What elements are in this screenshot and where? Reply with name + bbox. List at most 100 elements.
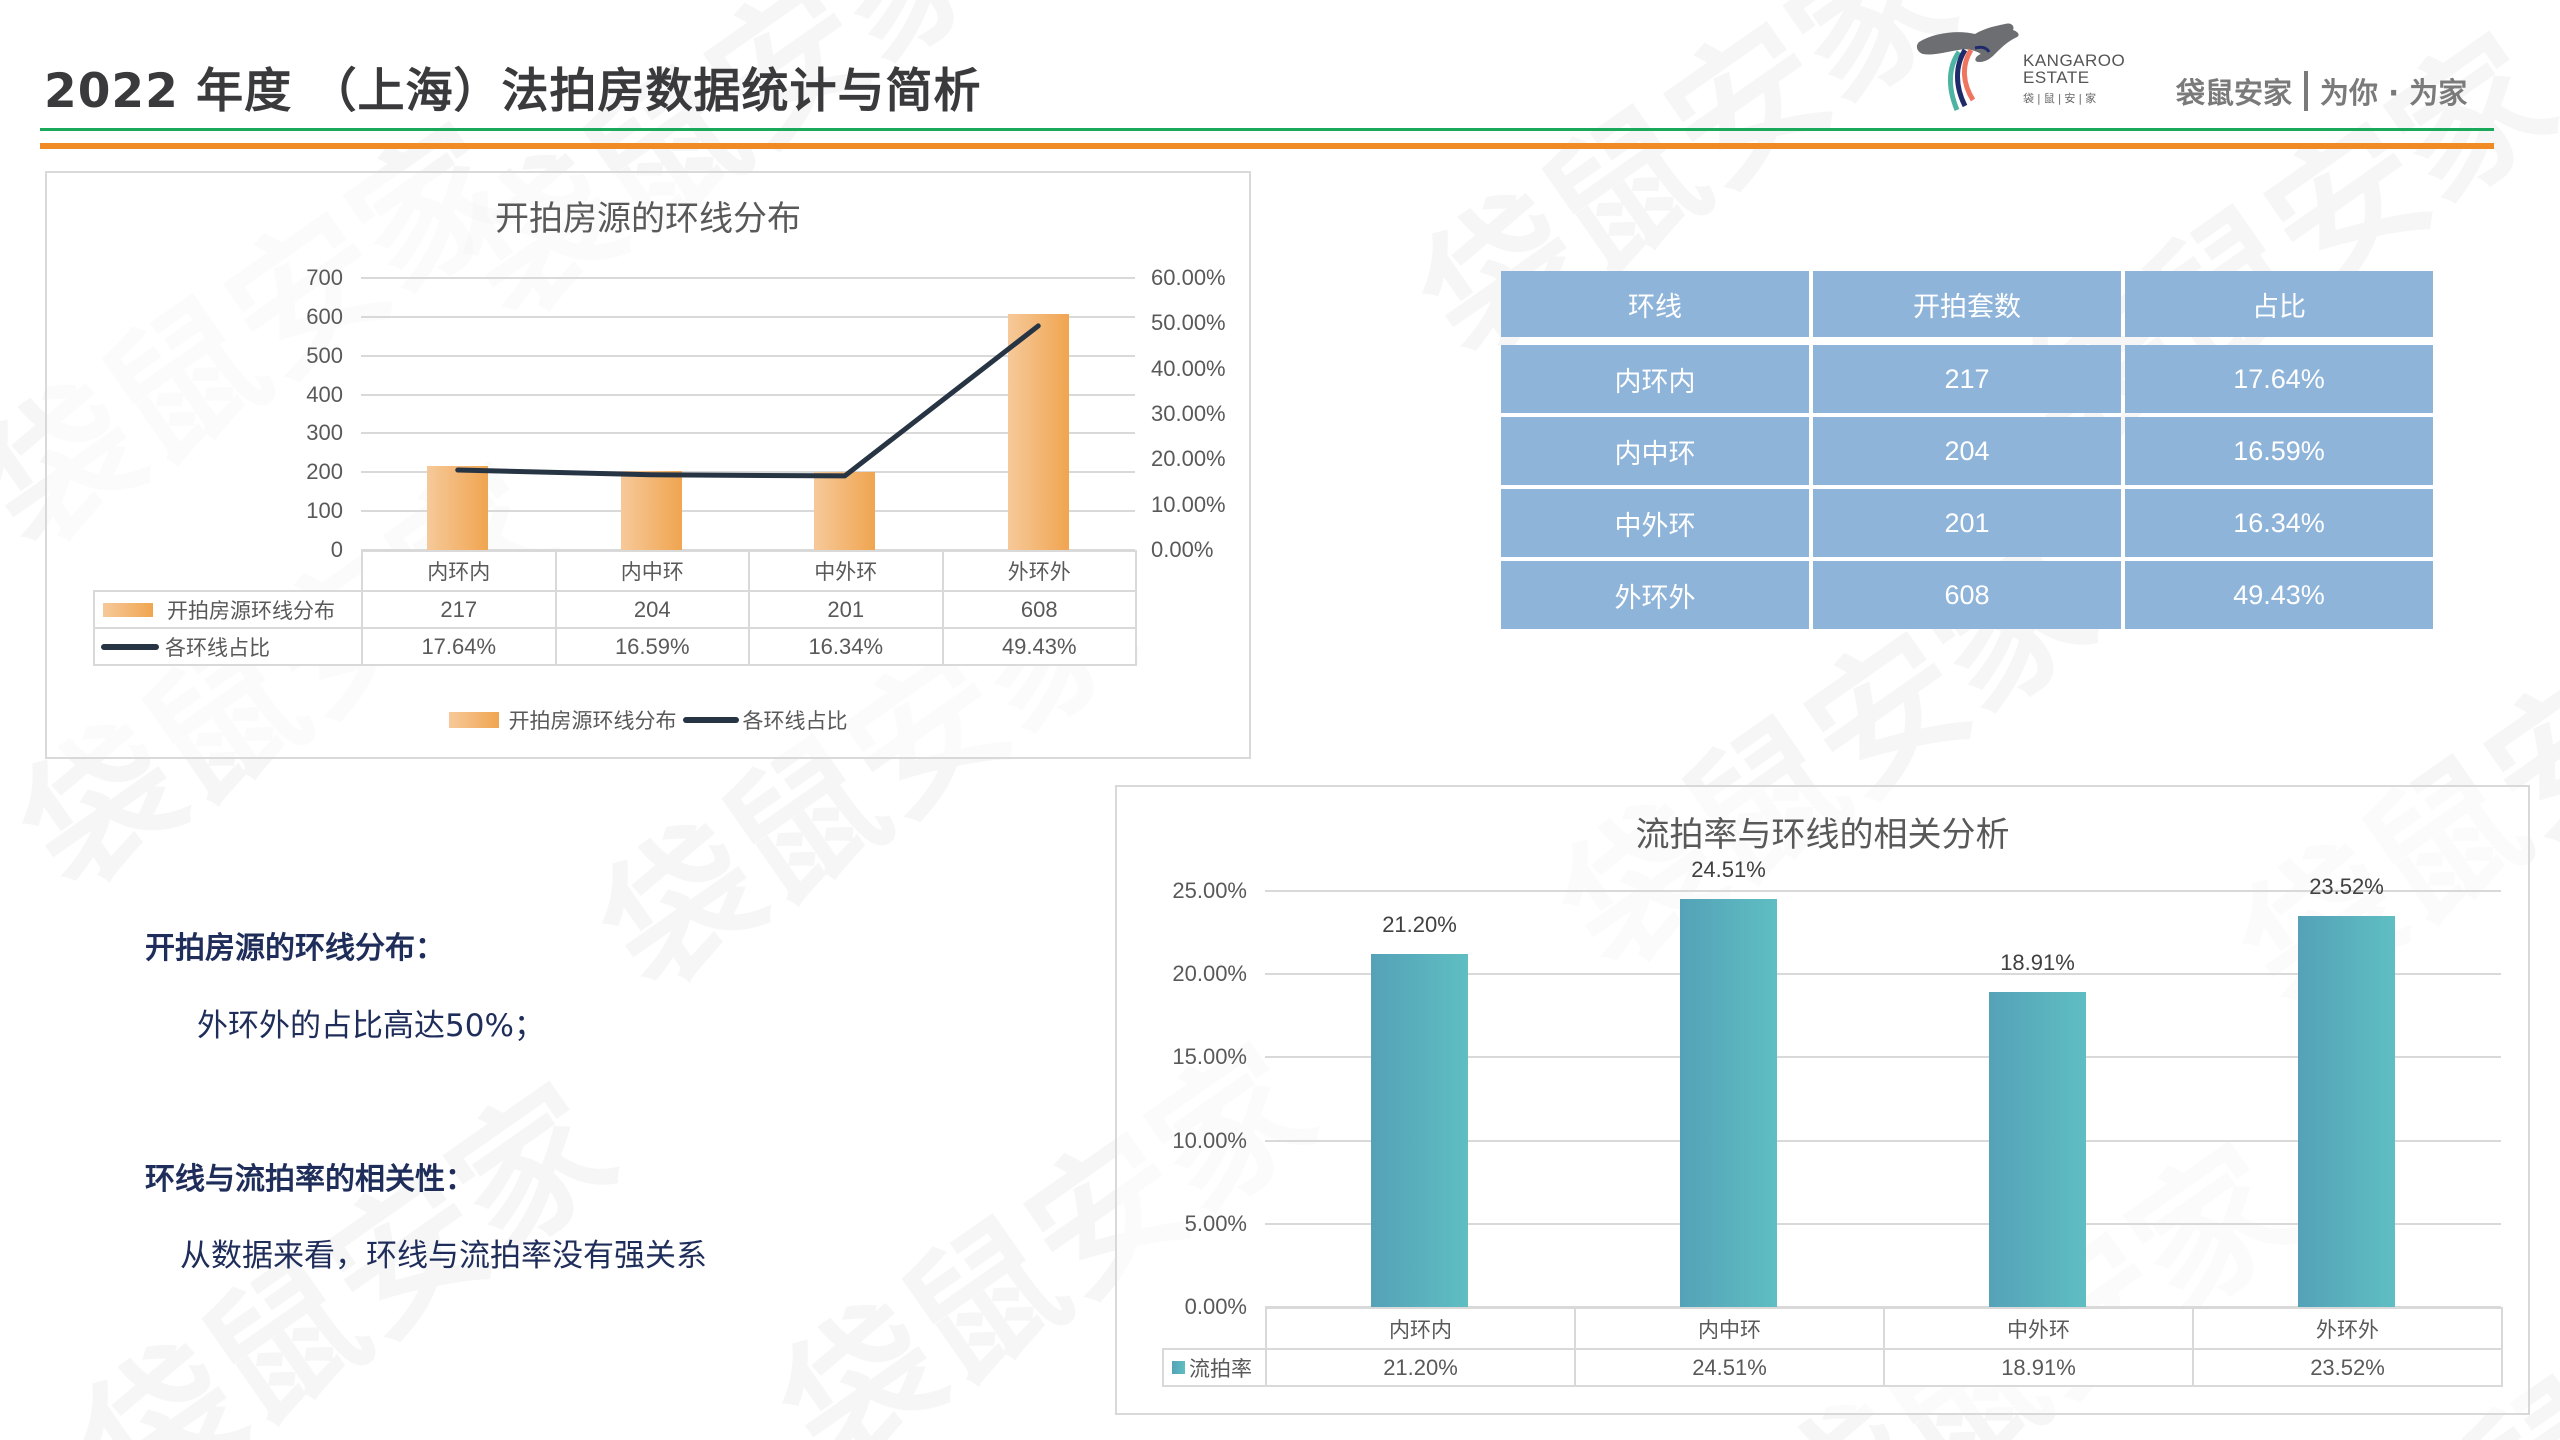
y-axis-left-tick: 600 <box>306 303 343 329</box>
gridline <box>1265 1222 2501 1225</box>
table-cell-rate: 24.51% <box>1574 1348 1885 1387</box>
bar-外环外 <box>2298 915 2395 1307</box>
legend-swatch-teal <box>1172 1361 1185 1374</box>
table-row: 中外环 201 16.34% <box>1501 489 2433 557</box>
gridline <box>361 277 1135 279</box>
y-axis-tick: 5.00% <box>1184 1210 1247 1236</box>
table-legend-bar-series: 开拍房源环线分布 <box>93 590 363 629</box>
share-line <box>455 323 1041 479</box>
gridline <box>361 393 1135 396</box>
bar-内环内 <box>1371 954 1468 1307</box>
legend-label: 开拍房源环线分布 <box>167 598 335 623</box>
y-axis-left-tick: 400 <box>306 381 343 407</box>
table-cell-rate: 18.91% <box>1883 1348 2194 1387</box>
bar-data-label: 24.51% <box>1691 857 1766 883</box>
table-cell-share: 49.43% <box>941 627 1137 666</box>
note-body-distribution: 外环外的占比高达50%； <box>197 1008 545 1044</box>
y-axis-tick: 25.00% <box>1172 878 1247 903</box>
slogan-brand: 袋鼠安家 <box>2176 76 2293 110</box>
table-row: 外环外 608 49.43% <box>1501 561 2433 629</box>
table-category-header: 外环外 <box>941 550 1137 592</box>
gridline <box>361 471 1135 474</box>
gridline <box>1265 1139 2501 1142</box>
table-cell-count: 201 <box>748 590 944 629</box>
table-cell-rate: 21.20% <box>1265 1348 1576 1387</box>
note-heading-distribution: 开拍房源的环线分布： <box>145 931 445 966</box>
note-heading-correlation: 环线与流拍率的相关性： <box>145 1162 475 1197</box>
table-header-cell: 环线 <box>1501 271 1809 337</box>
table-cell: 204 <box>1813 417 2121 485</box>
table-cell: 外环外 <box>1501 561 1809 629</box>
y-axis-left-tick: 300 <box>306 420 343 446</box>
legend-swatch-line <box>682 717 739 723</box>
header-divider-orange <box>40 143 2494 149</box>
chart-legend: 开拍房源环线分布 各环线占比 <box>47 705 1249 735</box>
bar-data-label: 23.52% <box>2309 873 2384 899</box>
y-axis-left-tick: 700 <box>306 265 343 290</box>
slogan-divider <box>2304 71 2309 111</box>
table-category-header: 外环外 <box>2192 1307 2503 1350</box>
legend-swatch-line <box>101 643 159 650</box>
y-axis-right-tick: 30.00% <box>1151 401 1226 426</box>
slogan-tagline: 为你 · 为家 <box>2320 76 2468 110</box>
table-category-header: 内环内 <box>1265 1307 1576 1350</box>
bar-data-label: 21.20% <box>1382 912 1457 938</box>
y-axis-right-tick: 40.00% <box>1151 355 1226 381</box>
table-cell-count: 217 <box>361 590 557 629</box>
y-axis-right-tick: 10.00% <box>1151 491 1226 517</box>
y-axis-left-tick: 100 <box>306 498 343 524</box>
brand-slogan: 袋鼠安家 为你 · 为家 <box>2176 70 2467 112</box>
y-axis-tick: 20.00% <box>1172 961 1247 987</box>
table-cell-share: 17.64% <box>361 627 557 666</box>
table-cell: 16.59% <box>2125 417 2433 485</box>
table-category-header: 中外环 <box>1883 1307 2194 1350</box>
legend-item-line: 各环线占比 <box>682 705 848 735</box>
table-category-header: 内中环 <box>1574 1307 1885 1350</box>
table-cell-count: 204 <box>554 590 750 629</box>
note-body-correlation: 从数据来看，环线与流拍率没有强关系 <box>180 1238 707 1274</box>
logo-name-cn: 袋|鼠|安|家 <box>2023 92 2100 105</box>
y-axis-right-tick: 20.00% <box>1151 446 1226 472</box>
y-axis-left-tick: 200 <box>306 459 343 485</box>
table-cell: 217 <box>1813 345 2121 413</box>
table-cell-share: 16.34% <box>748 627 944 666</box>
table-cell: 608 <box>1813 561 2121 629</box>
logo-name-line2: ESTATE <box>2023 68 2090 87</box>
gridline <box>1265 973 2501 976</box>
y-axis-tick: 15.00% <box>1172 1044 1247 1070</box>
ring-summary-table: 环线 开拍套数 占比 内环内 217 17.64% 内中环 204 16.59% 中外环 201 16… <box>1501 271 2433 633</box>
table-header-cell: 占比 <box>2125 271 2433 337</box>
y-axis-tick: 10.00% <box>1172 1127 1247 1153</box>
table-header-row: 环线 开拍套数 占比 <box>1501 271 2433 337</box>
table-cell: 内环内 <box>1501 345 1809 413</box>
y-axis-tick: 0.00% <box>1184 1294 1247 1319</box>
ring-distribution-chart: 开拍房源的环线分布 700 600 500 400 300 200 100 0 60.00% 50… <box>45 171 1251 759</box>
table-category-header: 内中环 <box>554 550 750 592</box>
legend-swatch-orange <box>448 712 499 728</box>
bar-data-label: 18.91% <box>2000 950 2075 976</box>
gridline <box>1265 1056 2501 1059</box>
y-axis-right-tick: 0.00% <box>1151 537 1214 562</box>
legend-label: 流拍率 <box>1189 1356 1252 1381</box>
table-cell-count: 608 <box>941 590 1137 629</box>
table-legend-line-series: 各环线占比 <box>93 627 363 666</box>
table-legend-series: 流拍率 <box>1162 1348 1267 1387</box>
legend-item-bar: 开拍房源环线分布 <box>448 705 677 735</box>
chart-title: 开拍房源的环线分布 <box>495 199 801 239</box>
y-axis-left-tick: 500 <box>306 342 343 368</box>
bar-内环内 <box>427 465 489 550</box>
table-category-header: 内环内 <box>361 550 557 592</box>
legend-swatch-orange <box>103 602 153 617</box>
legend-label: 各环线占比 <box>742 709 848 733</box>
y-axis-left-tick: 0 <box>330 537 343 562</box>
gridline <box>361 432 1135 435</box>
table-header-cell: 开拍套数 <box>1813 271 2121 337</box>
table-category-header: 中外环 <box>748 550 944 592</box>
bar-中外环 <box>1989 992 2086 1307</box>
legend-label: 各环线占比 <box>165 635 270 660</box>
unsold-rate-chart: 流拍率与环线的相关分析 25.00% 20.00% 15.00% 10.00% 5.00… <box>1115 785 2530 1415</box>
chart-title: 流拍率与环线的相关分析 <box>1635 815 2010 855</box>
bar-内中环 <box>620 470 682 550</box>
logo-name-line1: KANGAROO <box>2023 51 2126 70</box>
table-cell: 49.43% <box>2125 561 2433 629</box>
